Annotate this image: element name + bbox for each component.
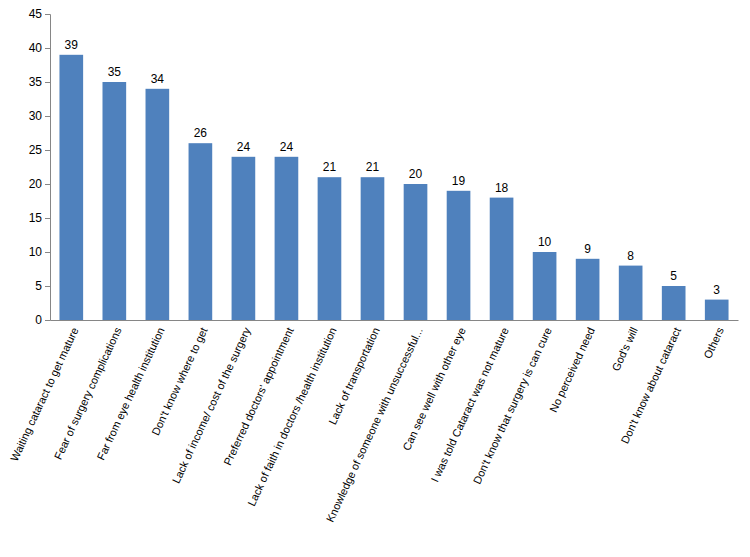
bar: [576, 259, 600, 320]
data-labels: 39 35 34 26 24 24 21 21 20 19 18 10 9 8 5 3: [65, 38, 721, 297]
y-tick: 40: [29, 41, 50, 55]
y-tick-mark: [45, 48, 50, 49]
data-label: 18: [495, 181, 509, 195]
y-tick-label: 35: [29, 75, 43, 89]
x-tick-label: Lack of faith in doctors /health institu…: [245, 325, 339, 507]
y-tick-label: 30: [29, 109, 43, 123]
y-tick-mark: [45, 82, 50, 83]
bar: [146, 89, 170, 320]
x-tick: No perceived need: [547, 325, 597, 414]
data-label: 34: [151, 72, 165, 86]
y-tick: 5: [35, 279, 50, 293]
data-label: 24: [237, 140, 251, 154]
data-label: 26: [194, 126, 208, 140]
y-tick: 0: [35, 313, 50, 327]
data-label: 39: [65, 38, 79, 52]
x-tick: Don't know about cataract: [618, 325, 682, 445]
y-tick: 45: [29, 7, 50, 21]
x-tick-label: I was told Cataract was not mature: [428, 325, 510, 484]
bar: [533, 252, 557, 320]
y-tick-label: 40: [29, 41, 43, 55]
bar: [232, 157, 256, 320]
bar: [275, 157, 299, 320]
y-tick-mark: [45, 116, 50, 117]
data-label: 9: [584, 242, 591, 256]
data-label: 8: [627, 249, 634, 263]
y-tick-mark: [45, 14, 50, 15]
data-label: 19: [452, 174, 466, 188]
x-tick-label: Lack of income/ cost of the surgery: [170, 325, 253, 485]
y-tick: 15: [29, 211, 50, 225]
bar: [490, 198, 514, 320]
x-tick-label: Far from eye health institution: [95, 325, 167, 461]
y-tick-label: 45: [29, 7, 43, 21]
x-tick: Lack of faith in doctors /health institu…: [245, 325, 339, 507]
plot: 051015202530354045Waiting cataract to ge…: [8, 7, 739, 524]
data-label: 35: [108, 65, 122, 79]
bar: [102, 82, 126, 320]
bar: [619, 266, 643, 320]
y-tick-mark: [45, 252, 50, 253]
y-tick: 20: [29, 177, 50, 191]
y-axis: 0 5 10 15 20 25 30 35 40 45: [29, 7, 51, 327]
y-tick-label: 20: [29, 177, 43, 191]
y-axis-line: [45, 15, 51, 321]
bar: [404, 184, 428, 320]
bars: [59, 55, 728, 320]
bar: [59, 55, 83, 320]
data-label: 21: [323, 160, 337, 174]
bar: [705, 300, 729, 320]
y-tick-mark: [45, 218, 50, 219]
bar: [318, 177, 342, 320]
y-tick-mark: [45, 286, 50, 287]
x-tick-label: No perceived need: [547, 325, 597, 414]
data-label: 21: [366, 160, 380, 174]
data-label: 5: [670, 269, 677, 283]
data-label: 20: [409, 167, 423, 181]
bar: [189, 143, 213, 320]
y-tick: 10: [29, 245, 50, 259]
x-tick: Others: [701, 325, 726, 360]
bar: [361, 177, 385, 320]
x-tick: Far from eye health institution: [95, 325, 167, 461]
y-tick: 35: [29, 75, 50, 89]
y-tick-label: 10: [29, 245, 43, 259]
y-tick: 30: [29, 109, 50, 123]
y-tick-label: 25: [29, 143, 43, 157]
x-tick-label: Don't know about cataract: [618, 325, 682, 445]
bar: [447, 191, 471, 320]
x-tick: I was told Cataract was not mature: [428, 325, 510, 484]
y-tick-label: 0: [35, 313, 42, 327]
data-label: 3: [713, 283, 720, 297]
y-tick-mark: [45, 320, 50, 321]
chart: 051015202530354045Waiting cataract to ge…: [0, 0, 750, 557]
x-tick: Don't know that surgery is can cure: [471, 325, 554, 485]
x-tick-label: Don't know that surgery is can cure: [471, 325, 554, 485]
y-tick-mark: [45, 150, 50, 151]
y-tick: 25: [29, 143, 50, 157]
y-tick-label: 15: [29, 211, 43, 225]
x-tick-label: Others: [701, 325, 726, 360]
data-label: 24: [280, 140, 294, 154]
bar: [662, 286, 686, 320]
data-label: 10: [538, 235, 552, 249]
x-tick-label: God's will: [609, 325, 640, 372]
x-axis-line: [51, 320, 739, 321]
y-tick-mark: [45, 184, 50, 185]
x-tick: God's will: [609, 325, 640, 372]
x-axis: Waiting cataract to get matureFear of su…: [8, 321, 739, 524]
x-tick: Lack of income/ cost of the surgery: [170, 325, 253, 485]
y-tick-label: 5: [35, 279, 42, 293]
